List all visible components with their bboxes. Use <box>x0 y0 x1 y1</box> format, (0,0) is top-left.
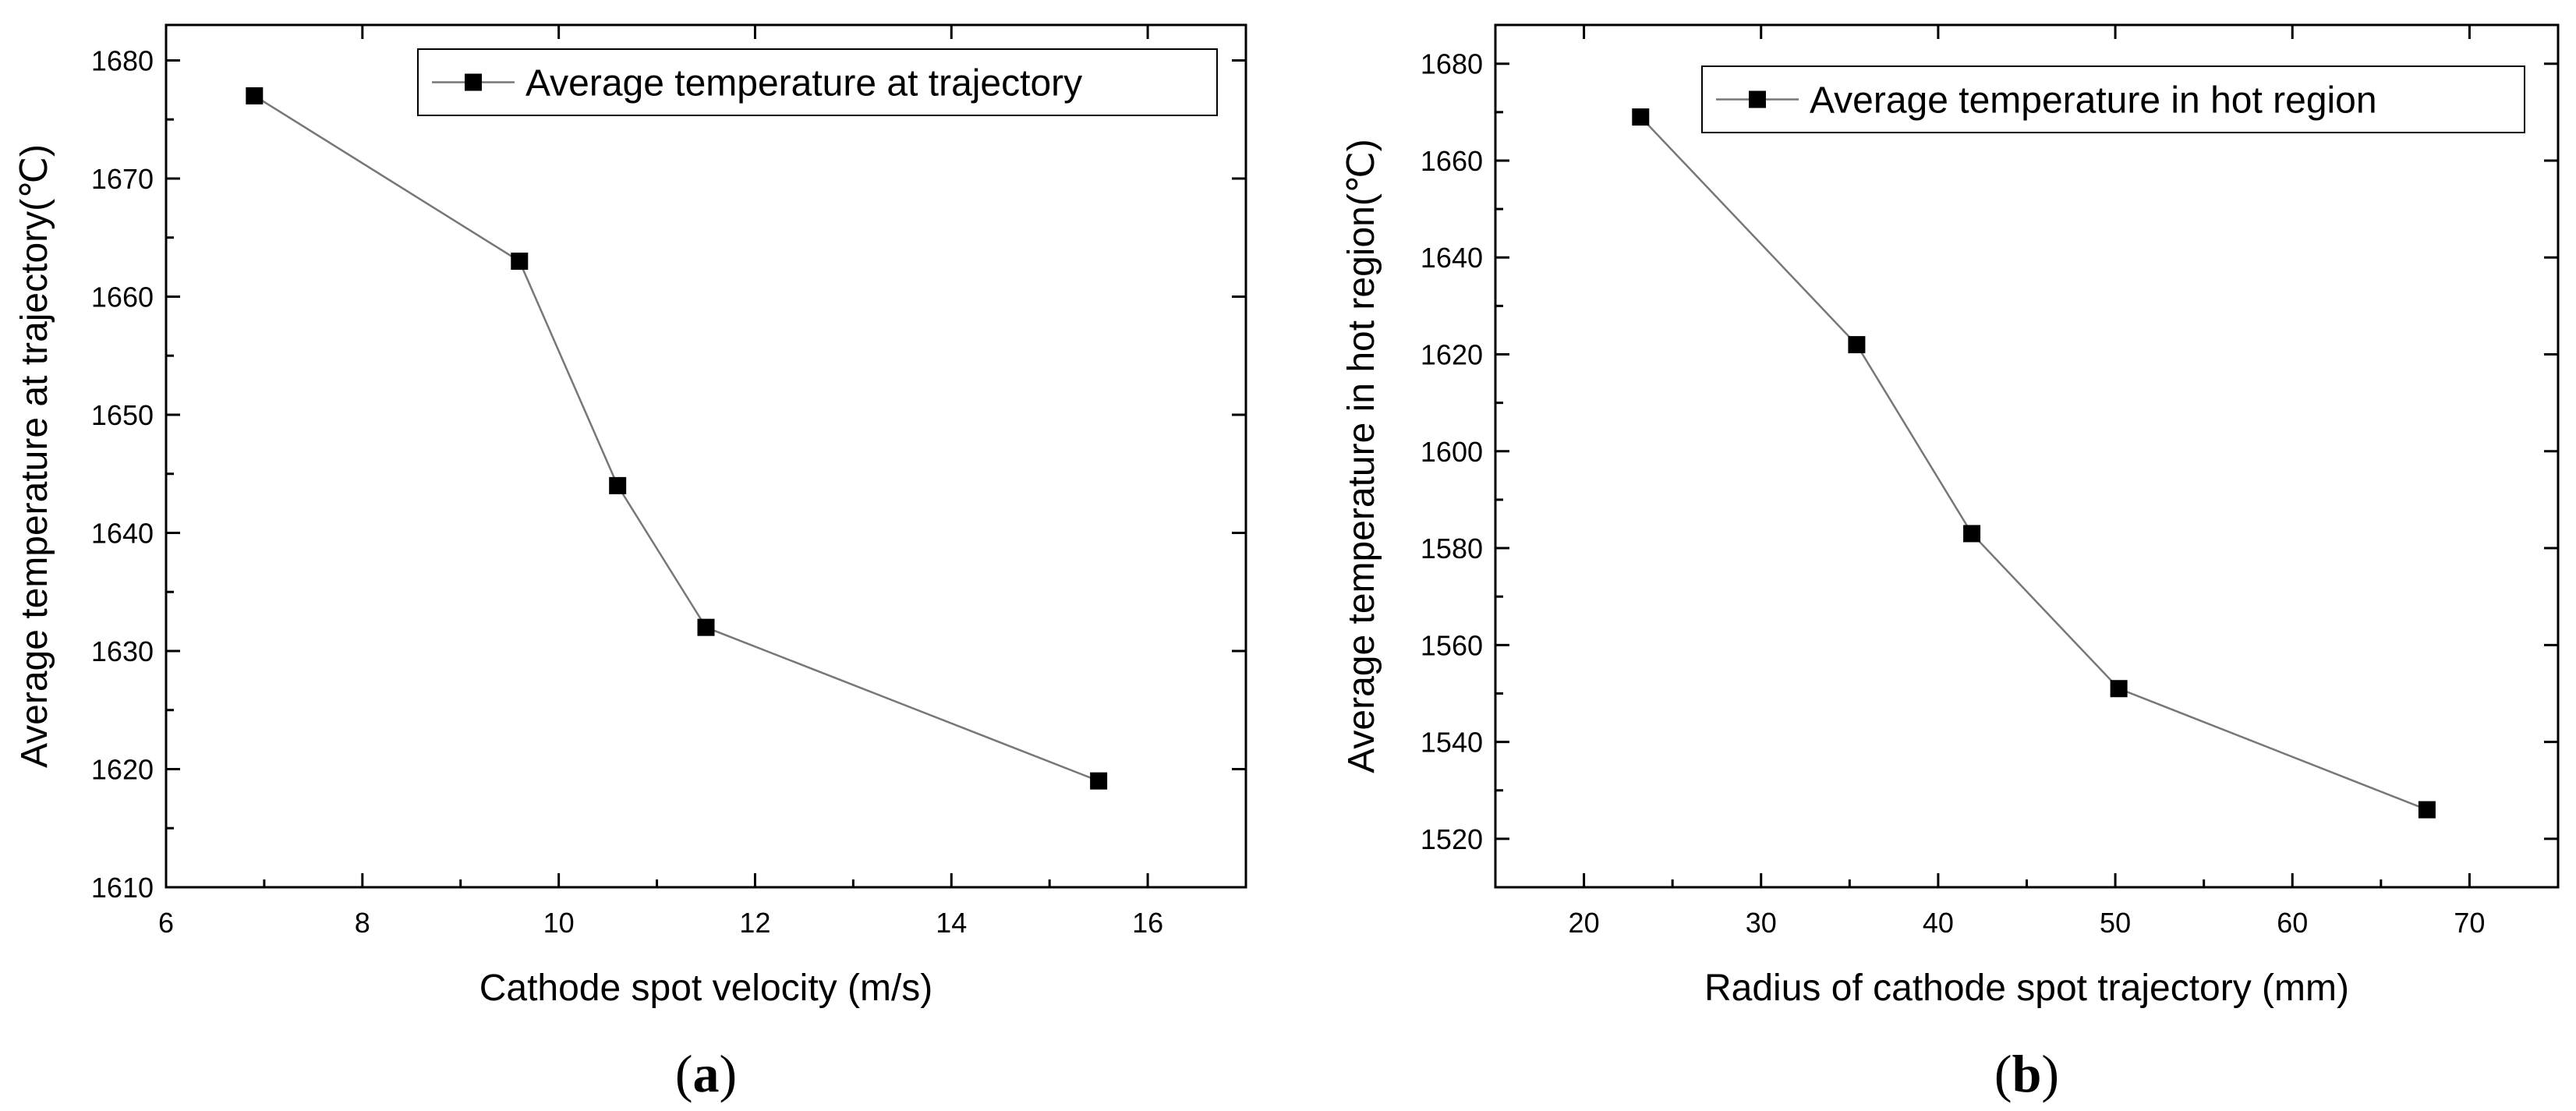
legend-label: Average temperature in hot region <box>1810 80 2377 122</box>
data-point <box>1848 336 1866 354</box>
panel-label: (a) <box>675 1044 737 1103</box>
data-point <box>1632 108 1650 126</box>
x-tick-label: 16 <box>1132 907 1163 939</box>
x-tick-label: 60 <box>2277 907 2308 939</box>
x-tick-label: 8 <box>355 907 370 939</box>
data-point <box>511 253 529 271</box>
plot-frame <box>1494 23 2560 889</box>
y-axis-label: Average temperature in hot region(℃) <box>1341 139 1382 773</box>
x-tick-label: 30 <box>1746 907 1777 939</box>
y-tick-label: 1620 <box>91 753 154 785</box>
legend-box <box>1701 65 2525 133</box>
x-axis-label: Radius of cathode spot trajectory (mm) <box>1704 968 2349 1009</box>
y-tick-label: 1680 <box>1421 48 1483 80</box>
y-tick-label: 1640 <box>1421 242 1483 274</box>
y-tick-label: 1610 <box>91 872 154 904</box>
series-line <box>1640 116 2428 811</box>
y-axis-label: Average temperature at trajectory(℃) <box>14 144 55 768</box>
y-tick-label: 1630 <box>91 635 154 667</box>
x-tick-label: 70 <box>2454 907 2485 939</box>
y-tick-label: 1540 <box>1421 727 1483 759</box>
data-point <box>246 87 264 104</box>
chart-panel-b: 20 30 40 50 60 70 1520 1540 1560 1580 1600 1620 1640… <box>1341 23 2560 1103</box>
plot-frame <box>165 23 1247 889</box>
series-line <box>253 94 1099 782</box>
x-axis-label: Cathode spot velocity (m/s) <box>479 968 933 1009</box>
x-tick-label: 14 <box>936 907 967 939</box>
panel-label: (b) <box>1994 1044 2059 1103</box>
legend: Average temperature in hot region <box>1701 65 2525 133</box>
y-tick-label: 1640 <box>91 517 154 549</box>
legend-marker <box>1749 90 1766 108</box>
y-tick-label: 1520 <box>1421 823 1483 855</box>
chart-panel-a: 6 8 10 12 14 16 1610 1620 1630 1640 1650 1660 1670 16… <box>14 23 1247 1103</box>
x-tick-label: 6 <box>158 907 174 939</box>
y-tick-label: 1560 <box>1421 629 1483 661</box>
y-tick-label: 1660 <box>1421 145 1483 177</box>
y-tick-label: 1660 <box>91 281 154 313</box>
data-point <box>2418 801 2436 819</box>
legend-box <box>417 48 1218 116</box>
y-tick-label: 1680 <box>91 44 154 76</box>
data-point <box>697 618 715 636</box>
legend-marker <box>465 73 482 91</box>
x-tick-label: 12 <box>739 907 770 939</box>
x-tick-label: 40 <box>1923 907 1954 939</box>
data-point <box>1963 525 1981 543</box>
legend: Average temperature at trajectory <box>417 48 1218 116</box>
data-point <box>2110 680 2128 698</box>
y-tick-label: 1620 <box>1421 339 1483 371</box>
x-tick-label: 10 <box>543 907 575 939</box>
data-point <box>1090 772 1108 790</box>
y-tick-label: 1670 <box>91 163 154 195</box>
x-tick-label: 20 <box>1569 907 1600 939</box>
y-tick-label: 1650 <box>91 399 154 431</box>
y-tick-label: 1580 <box>1421 533 1483 564</box>
x-tick-label: 50 <box>2100 907 2131 939</box>
data-point <box>609 476 627 494</box>
y-tick-label: 1600 <box>1421 436 1483 468</box>
legend-label: Average temperature at trajectory <box>525 63 1082 104</box>
